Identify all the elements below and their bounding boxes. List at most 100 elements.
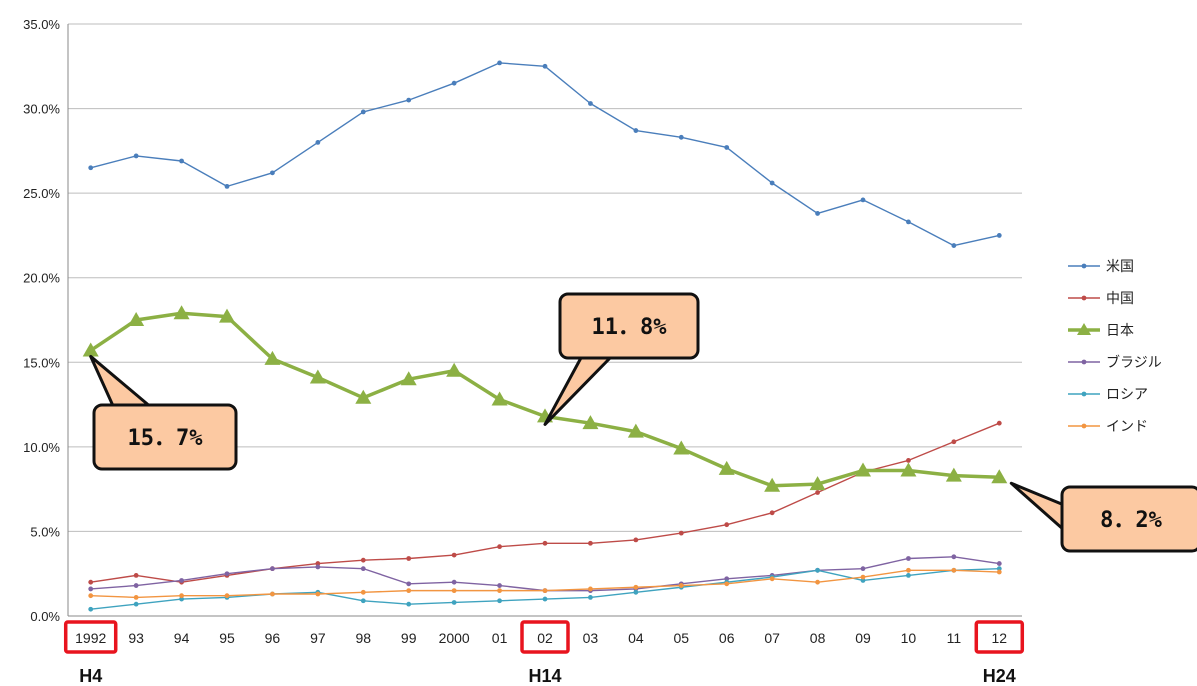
data-point xyxy=(724,581,730,587)
data-point xyxy=(406,588,412,594)
x-tick-label: 10 xyxy=(901,630,917,646)
data-point xyxy=(996,566,1002,572)
data-point xyxy=(133,594,139,600)
data-point xyxy=(497,598,502,604)
y-tick-label: 35.0% xyxy=(23,17,60,32)
x-tick-label: 05 xyxy=(673,630,689,646)
data-point xyxy=(179,578,184,583)
data-point xyxy=(542,540,548,546)
x-tick-label: 97 xyxy=(310,630,326,646)
highlight-box xyxy=(63,620,118,654)
data-point xyxy=(951,243,957,248)
data-point xyxy=(673,440,690,455)
callout-label: 11．8% xyxy=(592,315,668,340)
callout-label: 15．7% xyxy=(128,426,204,451)
data-point xyxy=(906,457,911,463)
y-tick-label: 25.0% xyxy=(23,186,60,201)
x-tick-label: 06 xyxy=(719,630,735,646)
data-point xyxy=(951,439,957,445)
y-axis-tick-labels: 0.0% 5.0% 10.0% 15.0% 20.0% 25.0% 30.0% 35.0% xyxy=(23,17,60,624)
x-tick-label: 07 xyxy=(764,630,780,646)
data-point xyxy=(224,183,230,189)
y-tick-label: 5.0% xyxy=(30,524,60,539)
data-point xyxy=(906,567,911,573)
data-point xyxy=(633,589,639,595)
data-point xyxy=(900,462,917,477)
legend-swatch-marker xyxy=(1077,323,1091,335)
callout-label: 8．2% xyxy=(1100,508,1162,533)
era-label: H4 xyxy=(79,666,102,686)
data-point xyxy=(315,561,321,566)
data-point xyxy=(815,490,820,495)
data-point xyxy=(678,530,684,536)
data-point xyxy=(906,573,911,578)
x-tick-label: 08 xyxy=(810,630,826,646)
x-tick-label: 99 xyxy=(401,630,417,646)
data-point xyxy=(315,591,321,597)
callout-box xyxy=(92,403,238,471)
callout-box xyxy=(558,292,700,360)
callout-tail xyxy=(89,354,154,410)
data-point xyxy=(769,576,775,582)
callout-tail xyxy=(1009,481,1066,532)
data-point xyxy=(588,594,593,600)
data-point xyxy=(678,583,684,588)
era-labels: H4 H14 H24 xyxy=(79,666,1016,686)
x-tick-label: 2000 xyxy=(439,630,470,646)
data-point xyxy=(224,593,230,599)
y-tick-label: 15.0% xyxy=(23,355,60,370)
callouts: 15．7% 11．8% 8．2% xyxy=(89,292,1197,553)
data-point xyxy=(996,420,1002,426)
legend-label: インド xyxy=(1106,419,1148,435)
data-point xyxy=(633,128,639,133)
data-point xyxy=(360,598,366,604)
data-point xyxy=(588,586,593,592)
era-label: H14 xyxy=(528,666,561,686)
data-point xyxy=(224,571,230,577)
data-point xyxy=(855,462,871,477)
data-point xyxy=(406,581,412,587)
data-point xyxy=(860,578,866,583)
data-point xyxy=(360,109,366,115)
data-point xyxy=(133,153,139,159)
x-tick-label: 01 xyxy=(492,630,508,646)
data-point xyxy=(219,308,235,323)
data-point xyxy=(633,584,639,590)
data-point xyxy=(633,537,639,543)
data-point xyxy=(996,569,1002,575)
x-tick-label: 96 xyxy=(265,630,281,646)
data-point xyxy=(133,573,139,578)
data-point xyxy=(315,140,321,145)
data-point xyxy=(179,596,184,602)
data-point xyxy=(360,566,366,572)
data-point xyxy=(724,522,730,528)
x-tick-label: 04 xyxy=(628,630,644,646)
legend-swatch-marker xyxy=(1081,295,1087,301)
data-point xyxy=(360,589,366,595)
data-point xyxy=(88,165,94,171)
data-point xyxy=(906,556,911,561)
legend-label: ロシア xyxy=(1106,387,1148,403)
data-point xyxy=(815,567,820,573)
legend-label: ブラジル xyxy=(1106,354,1162,371)
data-point xyxy=(88,593,94,599)
legend-swatch-marker xyxy=(1081,391,1087,397)
data-point xyxy=(400,371,417,386)
data-point xyxy=(996,561,1002,566)
x-tick-label: 94 xyxy=(174,630,190,646)
data-point xyxy=(451,588,457,594)
data-point xyxy=(451,600,457,605)
data-point xyxy=(406,97,412,103)
data-point xyxy=(497,544,502,550)
data-point xyxy=(451,552,457,558)
y-tick-label: 30.0% xyxy=(23,102,60,117)
data-point xyxy=(542,588,548,594)
y-tick-label: 20.0% xyxy=(23,271,60,286)
data-point xyxy=(179,158,184,164)
data-point xyxy=(764,477,781,492)
gridlines xyxy=(67,23,1022,617)
data-point xyxy=(133,601,139,607)
x-tick-label: 03 xyxy=(583,630,599,646)
data-point xyxy=(627,423,644,438)
